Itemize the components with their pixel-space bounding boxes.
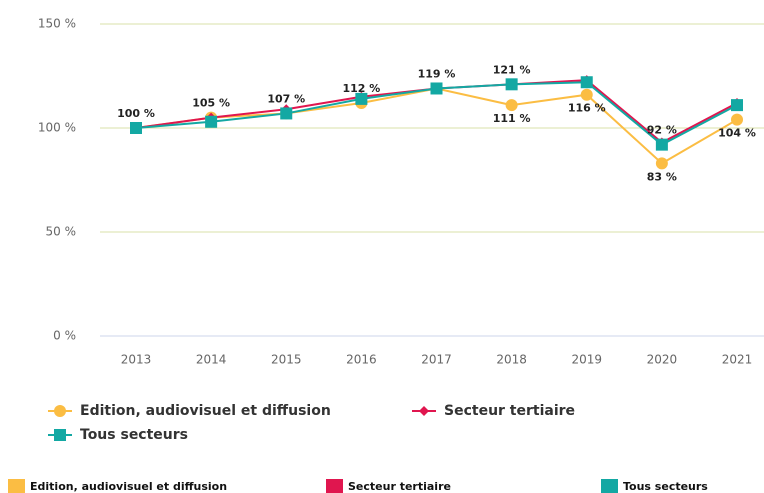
- legend-label: Edition, audiovisuel et diffusion: [30, 480, 227, 493]
- data-point: [580, 88, 593, 101]
- data-label: 104 %: [718, 127, 756, 140]
- y-tick-label: 150 %: [38, 17, 76, 31]
- data-point: [505, 78, 518, 91]
- data-point: [505, 99, 518, 112]
- data-label: 100 %: [117, 107, 155, 120]
- data-point: [130, 122, 142, 134]
- data-label: 112 %: [342, 82, 380, 95]
- x-tick-label: 2014: [196, 353, 227, 367]
- legend-swatch: [8, 479, 25, 493]
- legend-label: Secteur tertiaire: [348, 480, 451, 493]
- data-point: [731, 99, 743, 112]
- data-label: 107 %: [267, 92, 305, 105]
- y-tick-label: 100 %: [38, 121, 76, 135]
- data-point: [731, 113, 743, 126]
- legend-label: Secteur tertiaire: [444, 403, 575, 419]
- data-label: 92 %: [647, 124, 677, 137]
- data-point: [580, 76, 593, 89]
- data-label: 105 %: [192, 97, 230, 110]
- data-point: [430, 82, 443, 95]
- legend-marker: [54, 405, 66, 417]
- data-label: 116 %: [568, 102, 606, 115]
- legend-swatch: [601, 479, 618, 493]
- x-tick-label: 2015: [271, 353, 302, 367]
- data-point: [280, 107, 293, 120]
- x-tick-label: 2018: [496, 353, 527, 367]
- x-tick-label: 2021: [722, 353, 753, 367]
- legend-marker: [419, 406, 429, 416]
- legend-label: Tous secteurs: [80, 427, 188, 443]
- legend-label: Tous secteurs: [623, 480, 708, 493]
- x-tick-label: 2019: [571, 353, 602, 367]
- x-tick-label: 2013: [121, 353, 152, 367]
- data-label: 119 %: [418, 67, 456, 80]
- data-label: 121 %: [493, 63, 531, 76]
- data-point: [205, 115, 218, 128]
- x-tick-label: 2016: [346, 353, 377, 367]
- y-tick-label: 0 %: [53, 329, 76, 343]
- legend-marker: [54, 429, 66, 441]
- legend-swatch: [326, 479, 343, 493]
- data-label: 111 %: [493, 112, 531, 125]
- x-tick-label: 2020: [647, 353, 678, 367]
- legend-label: Edition, audiovisuel et diffusion: [80, 403, 331, 419]
- data-point: [655, 157, 668, 170]
- y-tick-label: 50 %: [46, 225, 77, 239]
- data-label: 83 %: [647, 170, 677, 183]
- x-tick-label: 2017: [421, 353, 452, 367]
- data-point: [655, 138, 668, 151]
- data-point: [355, 92, 368, 105]
